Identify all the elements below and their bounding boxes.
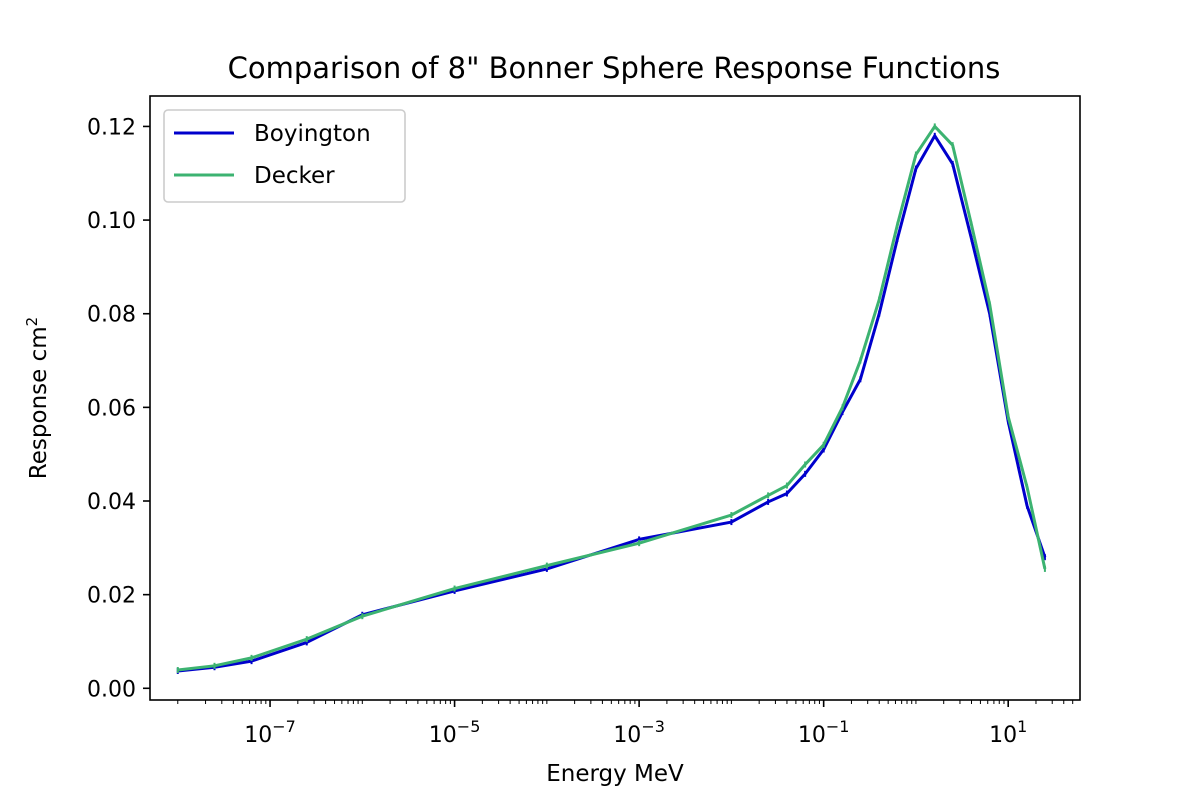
- plot-frame: [149, 95, 1081, 701]
- legend: Boyington Decker: [163, 109, 406, 203]
- y-tick-label: 0.06: [87, 396, 136, 421]
- x-axis-label: Energy MeV: [546, 761, 684, 787]
- x-tick-label: 10−1: [798, 717, 850, 748]
- x-tick-label: 10−3: [613, 717, 665, 748]
- y-axis-label-text: Response cm: [26, 326, 52, 479]
- y-tick-label: 0.12: [87, 115, 136, 140]
- y-axis-label-superscript: 2: [23, 317, 41, 327]
- ticks-layer: 0.00 0.02 0.04 0.06 0.08 0.10 0.12 10−7 10−5 10−3…: [87, 115, 1074, 748]
- y-axis-label: Response cm2: [23, 317, 52, 479]
- series-line-decker: [177, 124, 1047, 672]
- y-tick-label: 0.04: [87, 490, 136, 515]
- chart-title: Comparison of 8" Bonner Sphere Response …: [228, 51, 1001, 85]
- x-tick-label: 101: [989, 717, 1027, 748]
- y-tick-label: 0.02: [87, 584, 136, 609]
- y-tick-label: 0.08: [87, 303, 136, 328]
- y-tick-label: 0.00: [87, 677, 136, 702]
- series-layer: [176, 123, 1047, 674]
- x-tick-label: 10−5: [429, 717, 481, 748]
- x-tick-label: 10−7: [244, 717, 296, 748]
- legend-label-boyington: Boyington: [254, 121, 371, 147]
- y-tick-label: 0.10: [87, 209, 136, 234]
- legend-label-decker: Decker: [254, 163, 335, 189]
- series-line-boyington: [177, 134, 1047, 673]
